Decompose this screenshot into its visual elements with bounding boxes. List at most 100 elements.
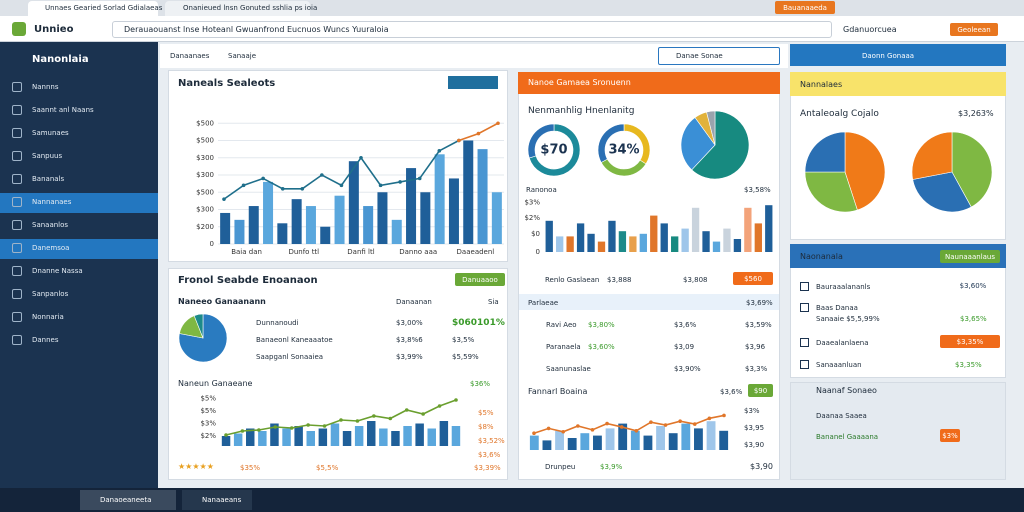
sidebar-item[interactable]: Nonnaria [32, 313, 64, 321]
bar [656, 426, 665, 450]
rating: ★★★★★ [178, 462, 214, 471]
label: $3,9% [600, 463, 623, 471]
slice [804, 171, 858, 213]
bar [330, 423, 340, 446]
row-label: Daaealanlaena [816, 339, 869, 347]
bar [491, 192, 502, 244]
sidebar-item[interactable]: Sanpanlos [32, 290, 69, 298]
task-item[interactable] [80, 490, 176, 510]
y-tick-label: $3% [200, 420, 216, 428]
row-label: Baas Danaa [816, 304, 858, 312]
panel-button[interactable] [448, 76, 498, 89]
label: $3,69% [746, 299, 773, 307]
row-cell: $3,09 [674, 343, 695, 351]
panel-header [790, 72, 1006, 96]
sidebar-item[interactable]: Saannt anl Naans [32, 106, 94, 114]
button-label[interactable]: Bauanaaeda [783, 4, 827, 12]
sidebar-item[interactable]: Nannns [32, 83, 59, 91]
point [605, 421, 609, 426]
y-tick-label: $300 [196, 206, 214, 214]
point [663, 423, 668, 427]
button[interactable] [733, 272, 773, 285]
bar [608, 220, 616, 252]
top-button[interactable] [775, 1, 835, 14]
button-label[interactable]: Danuaaoo [462, 276, 498, 284]
point [590, 428, 595, 432]
label: $3,58% [744, 186, 771, 194]
y-tick-label: $200 [196, 223, 214, 231]
url-field[interactable] [112, 21, 832, 38]
button[interactable] [940, 250, 1000, 263]
bar [291, 199, 302, 244]
chart [804, 131, 886, 213]
sidebar-item[interactable]: Danemsoa [32, 244, 70, 252]
sidebar-item[interactable]: Dnanne Nassa [32, 267, 83, 275]
point [561, 429, 566, 434]
slice [527, 123, 555, 159]
row-label: Sanaaanluan [816, 361, 862, 369]
row-cell: $3,90% [674, 365, 701, 373]
bar [463, 140, 474, 244]
bar [294, 426, 303, 446]
point [322, 424, 327, 428]
user-button[interactable] [950, 23, 998, 36]
sidebar-item[interactable]: Sanaanlos [32, 221, 69, 229]
value: $3,6% [478, 451, 501, 459]
slice [600, 158, 647, 177]
button-label[interactable]: $90 [753, 387, 768, 395]
panel-title: Naneals Sealeots [178, 78, 276, 89]
tab [28, 1, 158, 16]
bar [282, 428, 291, 446]
sidebar-item[interactable]: Nannanaes [32, 198, 72, 206]
point [404, 408, 409, 412]
row-cell: $3,60% [588, 343, 615, 351]
label: Renlo Gaslaean [545, 276, 600, 284]
row-cell: $3,6% [674, 321, 697, 329]
row-value: $5,59% [452, 353, 479, 361]
task-item[interactable] [182, 490, 252, 510]
bar [379, 428, 388, 446]
sidebar-icon [12, 105, 22, 115]
bar [639, 233, 647, 252]
bar [660, 223, 668, 252]
button[interactable] [748, 384, 773, 397]
button-label[interactable]: Naunaaanlaus [944, 253, 996, 261]
sidebar-item[interactable]: Samunaes [32, 129, 69, 137]
search[interactable] [658, 47, 780, 65]
chart: 0 $0 $2% $3% [524, 199, 773, 256]
bar [391, 219, 402, 244]
point [707, 416, 712, 421]
sidebar-item[interactable]: Dannes [32, 336, 59, 344]
sidebar-icon [12, 174, 22, 184]
point [372, 414, 376, 418]
sidebar-item[interactable]: Bananals [32, 175, 65, 183]
sidebar-item[interactable]: Sanpuus [32, 152, 63, 160]
breadcrumb[interactable]: Danaanaes [170, 52, 210, 60]
button-label[interactable]: $3,35% [956, 338, 984, 346]
button[interactable] [940, 335, 1000, 348]
button-label[interactable]: $560 [744, 275, 762, 283]
bar [567, 438, 577, 450]
tab-title[interactable]: Unnaes Gearied Sorlad Gdialaeas [45, 4, 163, 12]
point [722, 413, 726, 418]
bar [691, 207, 700, 252]
button[interactable] [940, 429, 960, 442]
y-tick-label: $500 [196, 188, 214, 196]
button-label[interactable]: $3,60% [959, 282, 987, 290]
point [496, 121, 500, 126]
point [532, 431, 536, 435]
button-label[interactable]: $3% [942, 432, 958, 440]
label: Parlaeae [528, 299, 559, 307]
point [257, 428, 261, 432]
point [241, 183, 246, 188]
tab-title[interactable]: Onanieued lnsn Gonuted sshlia ps ioia [183, 4, 318, 12]
bar [246, 428, 255, 446]
button[interactable] [946, 279, 1000, 292]
bar [263, 181, 274, 244]
breadcrumb[interactable]: Sanaaje [228, 52, 256, 60]
button-label[interactable]: Geoleean [957, 26, 991, 34]
bar [542, 440, 552, 450]
bar [681, 228, 689, 252]
label: Antaleoalg Cojalo [800, 109, 879, 119]
button[interactable] [455, 273, 505, 286]
